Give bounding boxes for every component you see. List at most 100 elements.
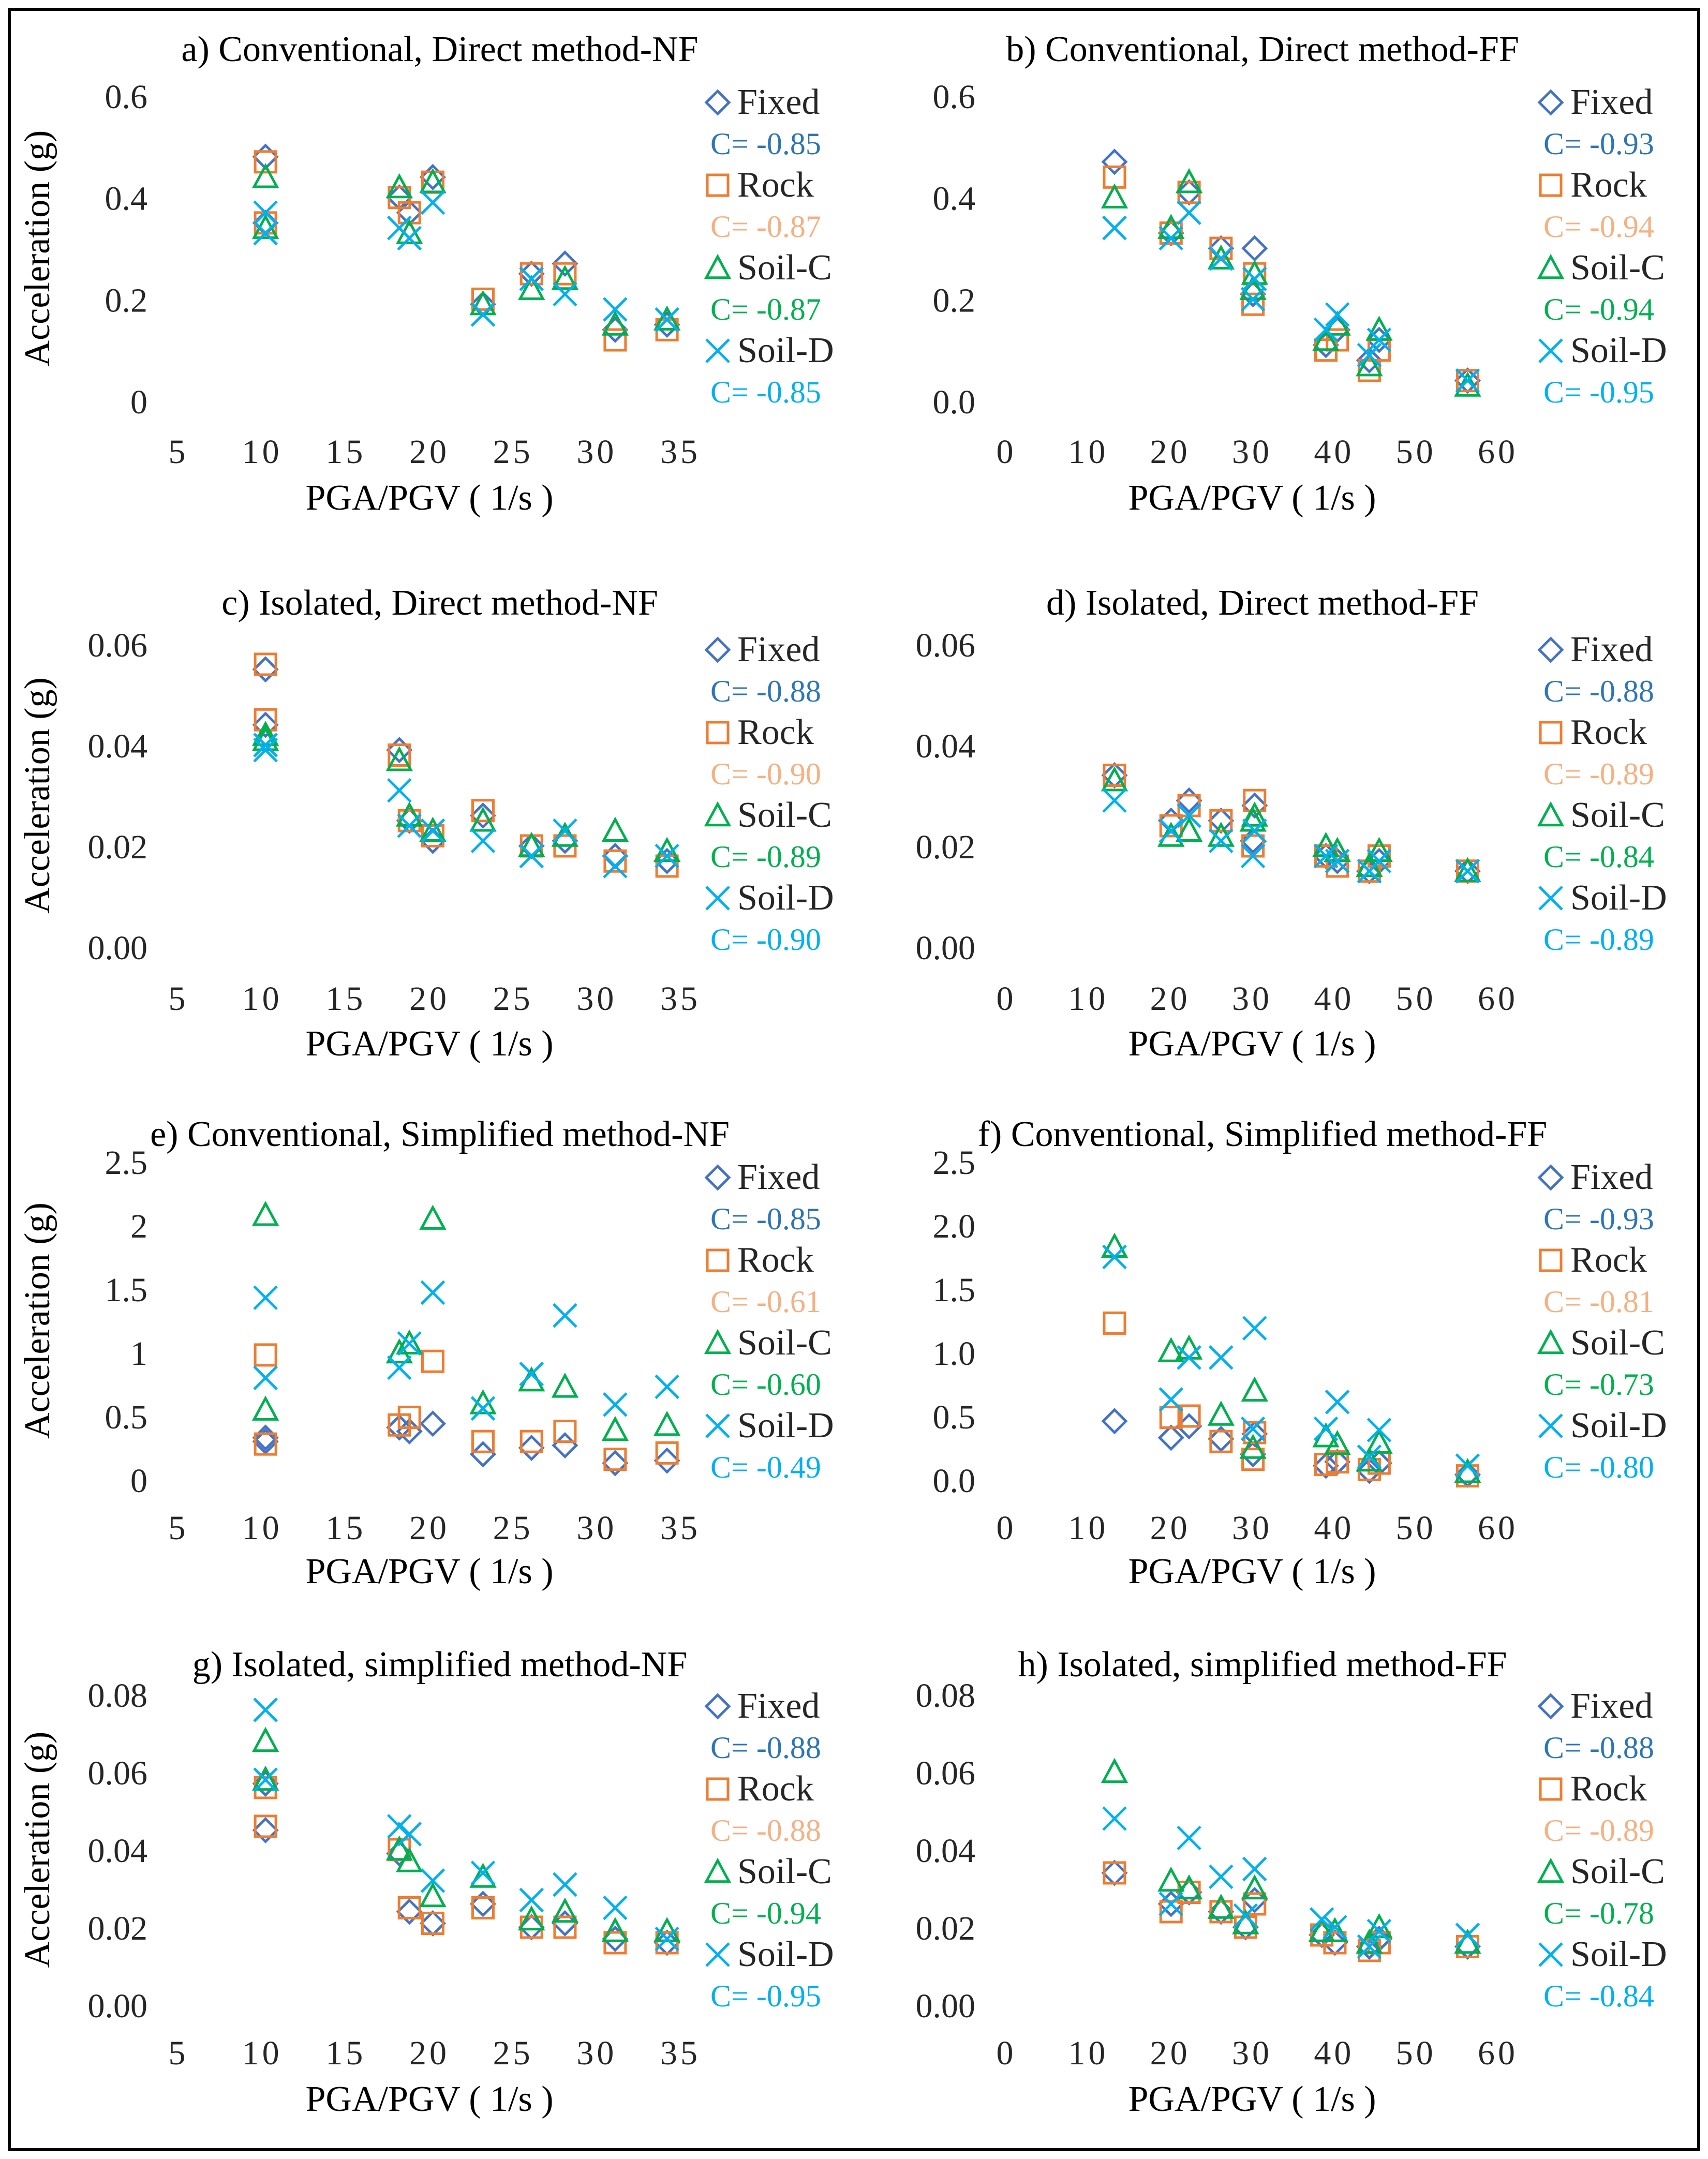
legend-marker bbox=[704, 254, 732, 279]
correlation-label: C= -0.94 bbox=[1543, 210, 1654, 244]
data-point bbox=[1455, 368, 1480, 393]
x-tick-label: 30 bbox=[576, 2034, 617, 2072]
data-point bbox=[655, 307, 679, 332]
data-point bbox=[1102, 1244, 1127, 1270]
y-tick-label: 2.0 bbox=[933, 1208, 976, 1245]
x-tick-label: 60 bbox=[1478, 433, 1518, 471]
data-point bbox=[1455, 369, 1479, 393]
correlation-label: C= -0.85 bbox=[710, 375, 821, 409]
legend-label: Fixed bbox=[1570, 1686, 1653, 1726]
data-point bbox=[421, 1349, 444, 1373]
data-point bbox=[1324, 1430, 1351, 1455]
legend-label: Soil-D bbox=[737, 331, 834, 370]
data-point bbox=[1313, 1416, 1339, 1441]
data-point bbox=[397, 1896, 421, 1919]
x-tick-label: 0 bbox=[997, 433, 1017, 471]
data-point bbox=[1159, 1387, 1184, 1412]
data-point bbox=[518, 1905, 545, 1931]
legend-label: Soil-D bbox=[1570, 1934, 1667, 1974]
correlation-label: C= -0.80 bbox=[1543, 1450, 1654, 1484]
data-point bbox=[253, 1365, 278, 1390]
data-point bbox=[655, 843, 679, 869]
legend-marker bbox=[706, 721, 730, 745]
data-point bbox=[1241, 1376, 1268, 1402]
data-point bbox=[1175, 1874, 1203, 1900]
x-tick-label: 10 bbox=[242, 433, 283, 471]
x-tick-label: 40 bbox=[1314, 433, 1354, 471]
data-point bbox=[1101, 766, 1128, 792]
data-point bbox=[387, 1814, 412, 1839]
data-point bbox=[1177, 1345, 1201, 1370]
correlation-label: C= -0.78 bbox=[1543, 1896, 1654, 1930]
correlation-label: C= -0.90 bbox=[710, 922, 821, 957]
data-point bbox=[601, 1917, 629, 1942]
data-point bbox=[397, 813, 422, 838]
data-point bbox=[1321, 1917, 1349, 1942]
y-tick-label: 0.00 bbox=[88, 1987, 148, 2025]
data-point bbox=[419, 168, 447, 193]
x-tick-label: 40 bbox=[1314, 1509, 1354, 1547]
data-point bbox=[1102, 788, 1127, 813]
legend-marker bbox=[704, 89, 731, 116]
legend-marker bbox=[1537, 1693, 1564, 1720]
x-tick-label: 10 bbox=[1068, 433, 1108, 471]
data-point bbox=[1103, 1861, 1126, 1885]
data-point bbox=[1159, 814, 1183, 838]
y-tick-label: 0.04 bbox=[916, 727, 976, 765]
data-point bbox=[471, 1430, 495, 1453]
data-point bbox=[519, 843, 544, 869]
legend-marker bbox=[1539, 173, 1563, 197]
chart-panel: h) Isolated, simplified method-FF 0.00 0.0… bbox=[916, 1645, 1667, 2119]
data-point bbox=[603, 297, 628, 322]
legend-marker bbox=[1539, 1777, 1563, 1801]
data-point bbox=[1175, 816, 1203, 842]
x-tick-label: 20 bbox=[409, 2034, 450, 2072]
data-point bbox=[1242, 266, 1267, 291]
x-tick-label: 10 bbox=[1068, 980, 1108, 1018]
y-tick-label: 0.04 bbox=[88, 727, 148, 765]
data-point bbox=[396, 1329, 423, 1354]
x-axis-label: PGA/PGV ( 1/s ) bbox=[305, 1024, 553, 1064]
data-point bbox=[397, 1405, 421, 1429]
data-point bbox=[1357, 1934, 1382, 1959]
x-axis-label: PGA/PGV ( 1/s ) bbox=[1128, 478, 1376, 518]
data-point bbox=[1243, 1421, 1267, 1445]
data-point bbox=[254, 1343, 277, 1367]
correlation-label: C= -0.84 bbox=[1543, 1979, 1654, 2013]
data-point bbox=[471, 1896, 495, 1919]
data-point bbox=[1208, 1425, 1235, 1452]
y-tick-label: 0.4 bbox=[105, 180, 148, 218]
y-tick-label: 0.6 bbox=[105, 78, 148, 116]
data-point bbox=[603, 849, 627, 873]
data-point bbox=[385, 746, 413, 771]
x-tick-label: 50 bbox=[1396, 433, 1436, 471]
correlation-label: C= -0.87 bbox=[710, 292, 821, 326]
data-point bbox=[1367, 1918, 1392, 1944]
data-point bbox=[1241, 1420, 1268, 1447]
correlation-label: C= -0.73 bbox=[1543, 1367, 1654, 1402]
legend-label: Soil-C bbox=[1570, 795, 1665, 835]
data-point bbox=[1243, 1892, 1267, 1916]
x-tick-label: 10 bbox=[242, 980, 283, 1018]
x-tick-label: 10 bbox=[1068, 1509, 1108, 1547]
legend-marker bbox=[1538, 1942, 1563, 1967]
y-tick-label: 0.06 bbox=[88, 627, 148, 664]
y-tick-label: 0.5 bbox=[105, 1398, 148, 1436]
y-tick-label: 0.02 bbox=[916, 1910, 976, 1947]
x-tick-label: 25 bbox=[493, 1509, 533, 1547]
legend-label: Fixed bbox=[1570, 630, 1653, 669]
y-axis-label: Acceleration (g) bbox=[18, 1202, 57, 1439]
x-tick-label: 50 bbox=[1396, 980, 1436, 1018]
data-point bbox=[1102, 1806, 1127, 1831]
y-tick-label: 0.02 bbox=[88, 1910, 148, 1947]
y-tick-label: 0.08 bbox=[88, 1677, 148, 1715]
data-point bbox=[655, 1374, 679, 1399]
data-point bbox=[252, 1816, 279, 1844]
correlation-label: C= -0.61 bbox=[710, 1285, 821, 1319]
correlation-label: C= -0.88 bbox=[1543, 674, 1654, 708]
x-axis-label: PGA/PGV ( 1/s ) bbox=[1128, 1024, 1376, 1064]
data-point bbox=[653, 1917, 681, 1942]
y-tick-label: 0.00 bbox=[916, 929, 976, 967]
x-tick-label: 5 bbox=[169, 2034, 189, 2072]
data-point bbox=[1176, 787, 1202, 814]
